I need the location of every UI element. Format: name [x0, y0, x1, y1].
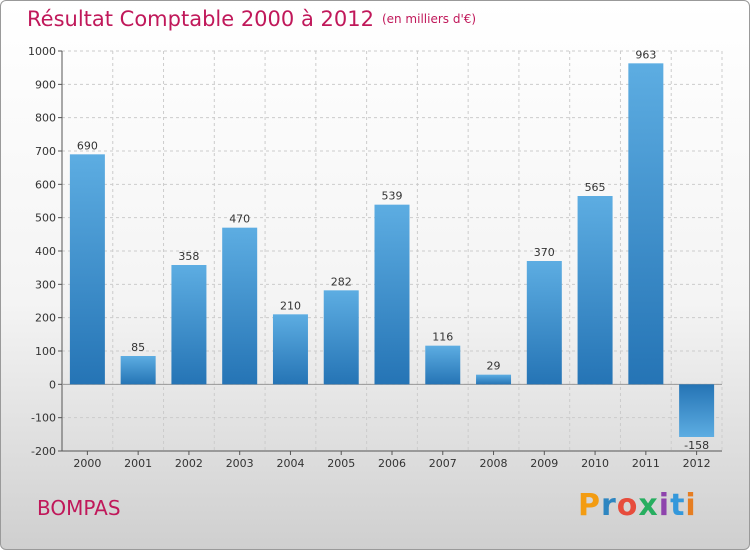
logo-letter: P — [578, 488, 601, 523]
axes: -200 -100 0 100 200 300 400 500 600 700 800 900 1000… — [28, 45, 722, 470]
y-tick-label: 1000 — [28, 45, 56, 58]
bar — [476, 374, 512, 385]
data-label: -158 — [684, 439, 709, 452]
bar — [628, 63, 664, 385]
logo-letter: r — [601, 488, 617, 523]
data-label: 963 — [635, 48, 656, 61]
x-tick-label: 2009 — [530, 457, 558, 470]
logo-letter: t — [670, 488, 686, 523]
data-label: 370 — [534, 246, 555, 259]
x-tick-label: 2007 — [429, 457, 457, 470]
bar — [425, 345, 461, 385]
chart-title-text: Résultat Comptable 2000 à 2012 — [27, 7, 374, 31]
x-tick-label: 2006 — [378, 457, 406, 470]
bar — [577, 196, 613, 385]
x-tick-label: 2004 — [276, 457, 304, 470]
y-tick-label: 600 — [35, 178, 56, 191]
y-tick-label: 800 — [35, 112, 56, 125]
y-tick-label: 400 — [35, 245, 56, 258]
bar — [374, 204, 410, 385]
logo-letter: i — [685, 488, 697, 523]
y-tick-label: 100 — [35, 345, 56, 358]
bar — [171, 265, 207, 385]
bar — [222, 227, 258, 385]
bars — [69, 63, 715, 437]
data-label: 210 — [280, 299, 301, 312]
logo-letter: i — [658, 488, 671, 523]
data-labels: 690 85 358 470 210 282 539 116 29 370 565 963 -158 — [77, 48, 709, 452]
y-tick-label: 900 — [35, 78, 56, 91]
bar — [323, 290, 359, 385]
y-tick-label: 500 — [35, 212, 56, 225]
x-tick-label: 2012 — [683, 457, 711, 470]
x-tick-label: 2005 — [327, 457, 355, 470]
x-tick-label: 2010 — [581, 457, 609, 470]
y-tick-label: 200 — [35, 312, 56, 325]
x-tick-label: 2008 — [480, 457, 508, 470]
bar — [526, 261, 562, 385]
data-label: 116 — [432, 331, 453, 344]
bar — [120, 356, 156, 385]
x-tick-label: 2000 — [73, 457, 101, 470]
data-label: 29 — [487, 360, 501, 373]
y-tick-label: -100 — [31, 412, 56, 425]
chart-title: Résultat Comptable 2000 à 2012 (en millie… — [27, 7, 476, 31]
data-label: 539 — [382, 190, 403, 203]
x-tick-label: 2001 — [124, 457, 152, 470]
y-tick-label: 700 — [35, 145, 56, 158]
bar — [69, 154, 105, 385]
bar — [679, 384, 715, 437]
data-label: 85 — [131, 341, 145, 354]
x-tick-label: 2002 — [175, 457, 203, 470]
data-label: 470 — [229, 213, 250, 226]
data-label: 565 — [585, 181, 606, 194]
logo-letter: x — [638, 488, 659, 523]
data-label: 282 — [331, 275, 352, 288]
data-label: 358 — [178, 250, 199, 263]
bar — [272, 314, 308, 385]
y-tick-label: 0 — [49, 378, 56, 391]
x-tick-label: 2003 — [226, 457, 254, 470]
proxiti-logo: Proxiti — [578, 488, 697, 523]
x-tick-label: 2011 — [632, 457, 660, 470]
data-label: 690 — [77, 139, 98, 152]
logo-letter: o — [616, 488, 639, 523]
commune-name: BOMPAS — [37, 496, 121, 520]
y-tick-label: 300 — [35, 278, 56, 291]
chart-subtitle: (en milliers d'€) — [381, 12, 477, 26]
y-tick-label: -200 — [31, 445, 56, 458]
